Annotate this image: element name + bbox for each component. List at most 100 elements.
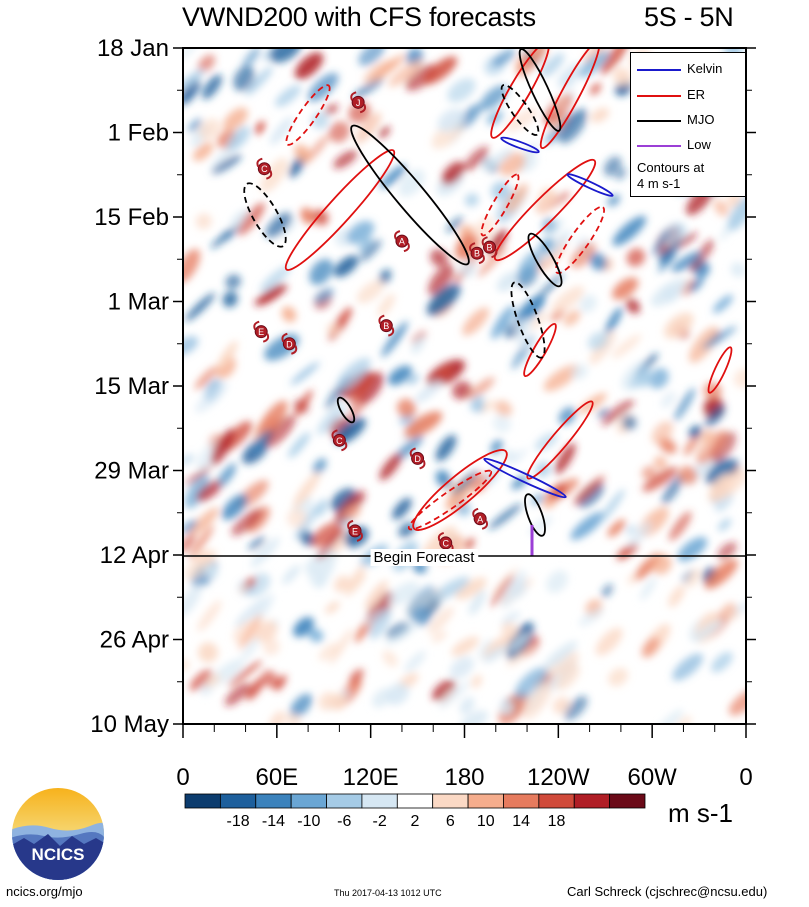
- anomaly-blob: [349, 371, 375, 406]
- x-axis: 0 60E 120E 180 120W 60W 0: [176, 724, 753, 791]
- anomaly-blob: [490, 574, 514, 607]
- anomaly-blob: [194, 548, 213, 567]
- anomaly-blob: [197, 600, 222, 632]
- anomaly-blob: [363, 610, 381, 627]
- colorbar-swatch: [609, 793, 646, 809]
- anomaly-blob: [570, 364, 588, 380]
- anomaly-blob: [688, 425, 702, 439]
- anomaly-blob: [387, 581, 419, 606]
- anomaly-blob: [563, 310, 581, 327]
- anomaly-blob: [369, 607, 392, 640]
- anomaly-blob: [318, 642, 339, 661]
- storm-label: B: [383, 321, 389, 331]
- anomaly-blob: [248, 536, 266, 551]
- anomaly-blob: [551, 285, 585, 314]
- anomaly-blob: [423, 56, 458, 85]
- footer-site[interactable]: ncics.org/mjo: [6, 884, 83, 899]
- anomaly-blob: [355, 112, 382, 144]
- er-contour: [285, 84, 331, 146]
- anomaly-blob: [451, 636, 480, 657]
- anomaly-blob: [577, 482, 604, 508]
- anomaly-field: [183, 48, 746, 724]
- anomaly-blob: [542, 217, 565, 237]
- anomaly-blob: [515, 332, 533, 349]
- anomaly-blob: [599, 488, 625, 523]
- storm-marker: A: [394, 230, 410, 253]
- anomaly-blob: [294, 389, 313, 417]
- anomaly-blob: [194, 366, 218, 390]
- anomaly-blob: [664, 312, 694, 339]
- anomaly-blob: [558, 108, 588, 144]
- anomaly-blob: [658, 240, 681, 273]
- anomaly-blob: [379, 453, 402, 481]
- kelvin-contour: [483, 457, 567, 499]
- anomaly-blob: [337, 357, 371, 390]
- anomaly-blob: [328, 121, 350, 143]
- anomaly-blob: [613, 67, 632, 86]
- anomaly-blob: [601, 584, 613, 598]
- x-tick-label: 180: [444, 764, 484, 791]
- mjo-contour: [243, 182, 287, 248]
- anomaly-blob: [459, 697, 475, 715]
- anomaly-blob: [686, 568, 701, 588]
- storm-marker: A: [472, 507, 489, 530]
- er-contour: [407, 469, 493, 531]
- colorbar-swatch: [184, 793, 221, 809]
- anomaly-blob: [282, 564, 301, 585]
- anomaly-blob: [583, 48, 609, 64]
- anomaly-blob: [656, 709, 684, 724]
- anomaly-blob: [218, 462, 237, 488]
- legend-low-label: Low: [687, 137, 711, 152]
- anomaly-blob: [415, 380, 443, 403]
- anomaly-blob: [360, 239, 382, 262]
- anomaly-blob: [428, 264, 454, 296]
- anomaly-blob: [312, 458, 327, 474]
- anomaly-blob: [441, 161, 465, 185]
- anomaly-blob: [689, 239, 715, 273]
- anomaly-blob: [718, 518, 732, 531]
- anomaly-blob: [488, 503, 522, 530]
- legend-note-line1: Contours at: [637, 160, 705, 175]
- anomaly-blob: [344, 397, 369, 424]
- anomaly-blob: [449, 656, 474, 679]
- anomaly-blob: [431, 630, 447, 643]
- region-label: 5S - 5N: [644, 2, 734, 32]
- x-tick-label: 60E: [255, 764, 298, 791]
- anomaly-blob: [183, 79, 201, 105]
- anomaly-blob: [455, 577, 487, 600]
- anomaly-blob: [651, 553, 672, 575]
- anomaly-blob: [184, 466, 212, 486]
- anomaly-blob: [430, 249, 448, 267]
- anomaly-blob: [681, 569, 694, 584]
- wave-contours: [243, 48, 733, 556]
- anomaly-blob: [198, 642, 219, 663]
- anomaly-blob: [730, 262, 746, 278]
- anomaly-blob: [269, 711, 286, 724]
- anomaly-blob: [294, 144, 312, 162]
- anomaly-blob: [612, 277, 639, 300]
- storm-label: C: [336, 436, 343, 446]
- anomaly-blob: [293, 617, 314, 638]
- kelvin-contour: [500, 136, 540, 154]
- anomaly-blob: [452, 381, 472, 400]
- y-tick-label: 1 Mar: [108, 289, 169, 316]
- anomaly-blob: [641, 637, 660, 658]
- anomaly-blob: [287, 508, 307, 528]
- colorbar-swatch: [467, 793, 504, 809]
- anomaly-blob: [261, 670, 280, 689]
- anomaly-blob: [721, 603, 740, 621]
- anomaly-blob: [479, 85, 508, 111]
- anomaly-blob: [668, 585, 685, 608]
- anomaly-blob: [260, 157, 288, 193]
- anomaly-blob: [600, 48, 629, 75]
- anomaly-blob: [234, 597, 267, 627]
- anomaly-blob: [385, 683, 410, 705]
- anomaly-blob: [425, 595, 441, 617]
- anomaly-blob: [311, 111, 329, 130]
- anomaly-blob: [498, 692, 528, 724]
- colorbar-label: -6: [337, 813, 351, 830]
- anomaly-blob: [546, 570, 569, 593]
- x-tick-label: 0: [176, 764, 189, 791]
- anomaly-blob: [462, 307, 490, 336]
- anomaly-blob: [611, 334, 642, 359]
